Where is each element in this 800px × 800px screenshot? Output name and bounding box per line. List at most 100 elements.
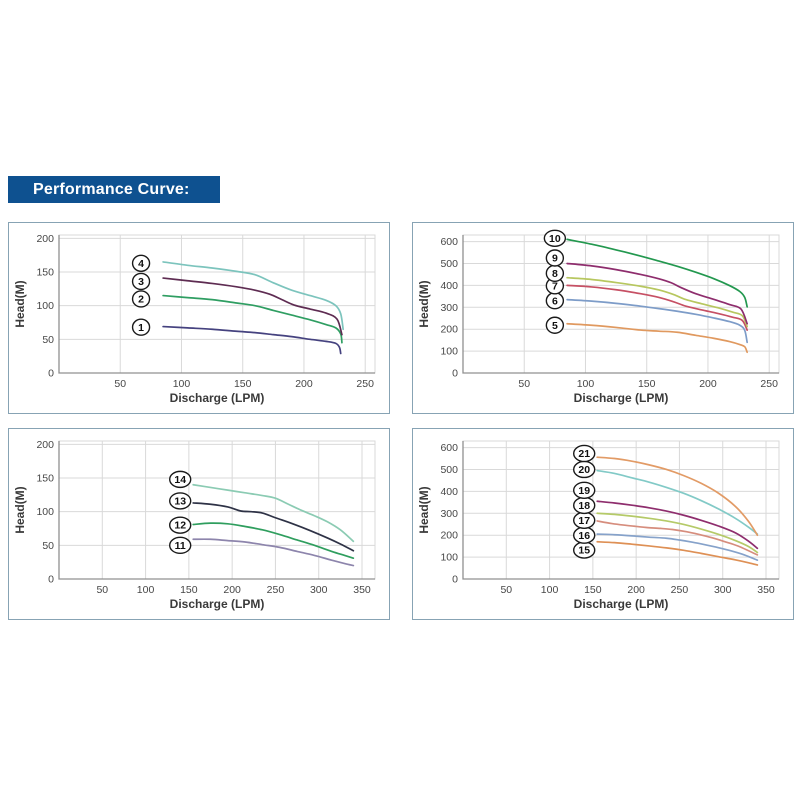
curve-series-12 [192,522,355,559]
curve-series-7 [566,284,749,331]
y-tick-label: 100 [440,346,458,358]
performance-chart-3: 50 100 150 200 250 300 350050100150200Discharg… [13,439,376,611]
series-badge-circle-13 [169,492,192,510]
y-axis-label: Head(M) [417,280,431,327]
y-tick-label: 100 [440,552,458,564]
curve-series-15 [596,540,759,566]
y-tick-label: 150 [36,267,54,279]
x-tick-label: 300 [714,584,732,596]
y-tick-label: 0 [48,368,54,380]
series-badge-number-7: 7 [552,280,558,292]
x-tick-label: 50 [518,378,530,390]
series-badge-number-2: 2 [138,294,144,306]
x-tick-label: 200 [295,378,313,390]
series-badge-number-9: 9 [552,253,558,265]
x-tick-label: 350 [757,584,775,596]
performance-chart-panel-3: 50 100 150 200 250 300 350 0 50 100 150 200 Discharg… [8,428,390,620]
series-badge-number-5: 5 [552,320,558,332]
y-tick-label: 200 [440,324,458,336]
series-badge-number-4: 4 [138,258,144,270]
series-badge-circle-11 [169,536,192,555]
series-badge-circle-19 [573,481,596,499]
curve-series-11 [192,538,355,567]
x-tick-label: 150 [584,584,602,596]
axis-lines [462,441,779,580]
y-tick-label: 500 [440,258,458,270]
series-badge-number-17: 17 [578,515,590,527]
series-badge-circle-3 [131,272,151,291]
x-tick-label: 250 [356,378,374,390]
series-badge-circle-10 [543,229,567,247]
x-tick-label: 50 [96,584,108,596]
performance-chart-panel-4: 50 100 150 200 250 300 350 0 100 200 300 400 500 600 D… [412,428,794,620]
curve-series-1 [162,325,342,355]
x-axis-label: Discharge (LPM) [170,597,265,611]
series-badge-circle-2 [131,290,151,308]
curve-series-2 [162,294,343,344]
y-tick-label: 400 [440,486,458,498]
series-badge-number-11: 11 [175,540,186,552]
x-tick-label: 150 [234,378,252,390]
x-tick-label: 100 [137,584,155,596]
series-badge-number-8: 8 [552,268,558,280]
series-badge-circle-5 [545,316,565,334]
x-axis-label: Discharge (LPM) [170,391,265,405]
x-tick-label: 300 [310,584,328,596]
x-tick-label: 100 [173,378,191,390]
y-tick-label: 200 [36,233,54,245]
x-tick-label: 250 [671,584,689,596]
y-tick-label: 600 [440,442,458,454]
performance-chart-1: 50 100 150 200 250 0 50 100 150 200 Discharge (LPM… [13,233,376,405]
series-badge-circle-1 [131,318,151,336]
curve-series-10 [566,238,749,308]
curve-series-3 [162,277,343,336]
x-tick-label: 50 [500,584,512,596]
y-axis-label: Head(M) [417,486,431,533]
series-badge-circle-4 [131,254,151,272]
series-badge-number-12: 12 [174,520,186,532]
series-badge-circle-12 [169,516,192,534]
x-axis-label: Discharge (LPM) [574,597,669,611]
plot-area-frame [58,234,376,374]
x-tick-label: 200 [699,378,717,390]
series-badge-circle-21 [573,444,596,463]
series-badge-number-6: 6 [552,295,558,307]
series-badge-number-10: 10 [549,233,561,245]
y-tick-label: 600 [440,236,458,248]
y-tick-label: 200 [440,530,458,542]
y-tick-label: 50 [42,540,54,552]
series-badge-number-15: 15 [578,545,590,557]
series-badge-number-21: 21 [578,448,590,460]
series-badge-circle-9 [545,249,565,267]
series-badge-number-1: 1 [138,322,144,334]
axis-lines [58,441,375,580]
y-tick-label: 0 [48,574,54,586]
curve-series-4 [162,261,345,331]
page-title: Performance Curve: [8,176,220,203]
curve-series-14 [192,483,355,543]
x-axis-label: Discharge (LPM) [574,391,669,405]
curve-series-17 [596,520,759,556]
series-badge-number-3: 3 [138,276,144,288]
page-title-text: Performance Curve: [33,181,190,198]
series-badge-number-16: 16 [578,530,590,542]
curve-series-20 [596,469,759,535]
y-tick-label: 500 [440,464,458,476]
x-tick-label: 200 [223,584,241,596]
x-tick-label: 200 [627,584,645,596]
y-tick-label: 0 [452,368,458,380]
x-tick-label: 100 [541,584,559,596]
performance-chart-panel-1: 50 100 150 200 250 0 50 100 150 200 Discharge (LPM… [8,222,390,414]
performance-chart-4: 50 100 150 200 250 300 350 0 100 200 300 400 500 600 D… [417,440,780,611]
y-tick-label: 300 [440,302,458,314]
y-tick-label: 0 [452,574,458,586]
y-tick-label: 150 [36,473,54,485]
series-badge-number-14: 14 [174,474,186,486]
series-badge-number-19: 19 [578,485,590,497]
x-tick-label: 50 [114,378,126,390]
x-tick-label: 250 [267,584,285,596]
performance-chart-2: 50 100 150 200 250 0 100 200 300 400 500 600 Dischar… [417,229,780,405]
axis-lines [462,235,779,374]
curve-series-16 [596,533,759,562]
series-badge-number-18: 18 [578,500,590,512]
